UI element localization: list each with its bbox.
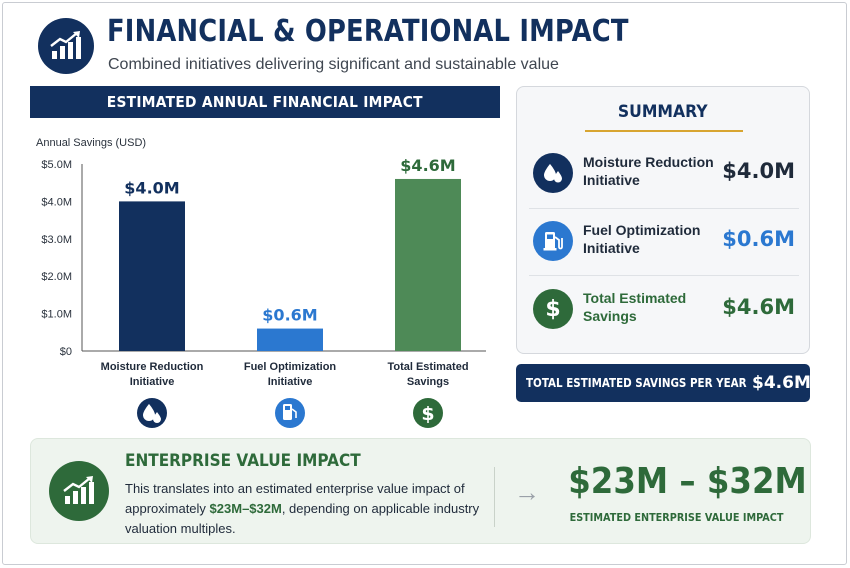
x-tick-label: Initiative (130, 376, 175, 388)
y-tick-label: $2.0M (41, 271, 72, 283)
dollar-icon: $ (533, 289, 573, 329)
dollar-icon (413, 398, 443, 428)
y-tick-label: $4.0M (41, 196, 72, 208)
enterprise-range-highlight: $23M–$32M (209, 501, 282, 516)
x-tick-label: Total Estimated (387, 361, 468, 373)
y-axis-label: Annual Savings (USD) (36, 137, 146, 149)
summary-title-underline (585, 130, 743, 132)
summary-title: SUMMARY (618, 102, 708, 122)
x-tick-label: Fuel Optimization (244, 361, 337, 373)
fuel-pump-icon (533, 221, 573, 261)
y-tick-label: $3.0M (41, 234, 72, 246)
summary-row-value: $4.0M (722, 159, 795, 183)
summary-row-total: $ Total Estimated Savings $4.6M (517, 277, 809, 345)
water-drop-glyph (153, 412, 161, 423)
page-subtitle: Combined initiatives delivering signific… (108, 56, 559, 73)
fuel-pump-hose (291, 408, 297, 418)
summary-row-label: Moisture Reduction Initiative (583, 154, 714, 188)
enterprise-value-range: $23M – $32M (568, 461, 807, 502)
water-drop-glyph (143, 404, 155, 421)
y-tick-label: $0 (60, 346, 72, 358)
fuel-pump-window (285, 406, 290, 410)
summary-row-value: $0.6M (722, 227, 795, 251)
bar-value-label: $4.0M (124, 178, 179, 197)
summary-divider (529, 208, 799, 209)
bar (257, 328, 323, 351)
dollar-glyph: $ (421, 403, 434, 425)
enterprise-value-caption: ESTIMATED ENTERPRISE VALUE IMPACT (570, 511, 784, 524)
summary-divider (529, 275, 799, 276)
bar-value-label: $4.6M (400, 156, 455, 175)
chart-growth-icon (49, 461, 109, 521)
summary-row-label: Fuel Optimization Initiative (583, 222, 701, 256)
total-savings-value: $4.6M (752, 373, 811, 393)
summary-panel: SUMMARY Moisture Reduction Initiative $4.… (516, 86, 810, 354)
total-savings-label: TOTAL ESTIMATED SAVINGS PER YEAR (526, 376, 747, 390)
enterprise-value-panel: ENTERPRISE VALUE IMPACT This translates … (30, 438, 811, 544)
chart-banner-label: ESTIMATED ANNUAL FINANCIAL IMPACT (106, 93, 424, 111)
page-title: FINANCIAL & OPERATIONAL IMPACT (107, 14, 629, 49)
bar-value-label: $0.6M (262, 306, 317, 325)
summary-row-moisture: Moisture Reduction Initiative $4.0M (517, 139, 809, 207)
chart-banner: ESTIMATED ANNUAL FINANCIAL IMPACT (30, 86, 500, 118)
summary-row-fuel: Fuel Optimization Initiative $0.6M (517, 209, 809, 277)
summary-row-label: Total Estimated Savings (583, 290, 687, 324)
water-drops-icon (533, 153, 573, 193)
x-tick-label: Savings (407, 376, 449, 388)
arrow-right-icon: → (514, 477, 540, 507)
y-tick-label: $5.0M (41, 159, 72, 171)
x-tick-label: Moisture Reduction (101, 361, 204, 373)
chart-growth-icon (38, 18, 94, 74)
total-savings-bar: TOTAL ESTIMATED SAVINGS PER YEAR $4.6M (516, 364, 811, 402)
bar (119, 201, 185, 351)
savings-bar-chart: Annual Savings (USD) $0 $1.0M $2.0M $3.0M $4.… (36, 137, 486, 428)
enterprise-title: ENTERPRISE VALUE IMPACT (125, 451, 361, 471)
enterprise-description: This translates into an estimated enterp… (125, 481, 480, 536)
summary-row-value: $4.6M (722, 295, 795, 319)
y-tick-label: $1.0M (41, 309, 72, 321)
x-tick-label: Initiative (268, 376, 313, 388)
bar (395, 178, 461, 351)
enterprise-separator (494, 467, 495, 527)
